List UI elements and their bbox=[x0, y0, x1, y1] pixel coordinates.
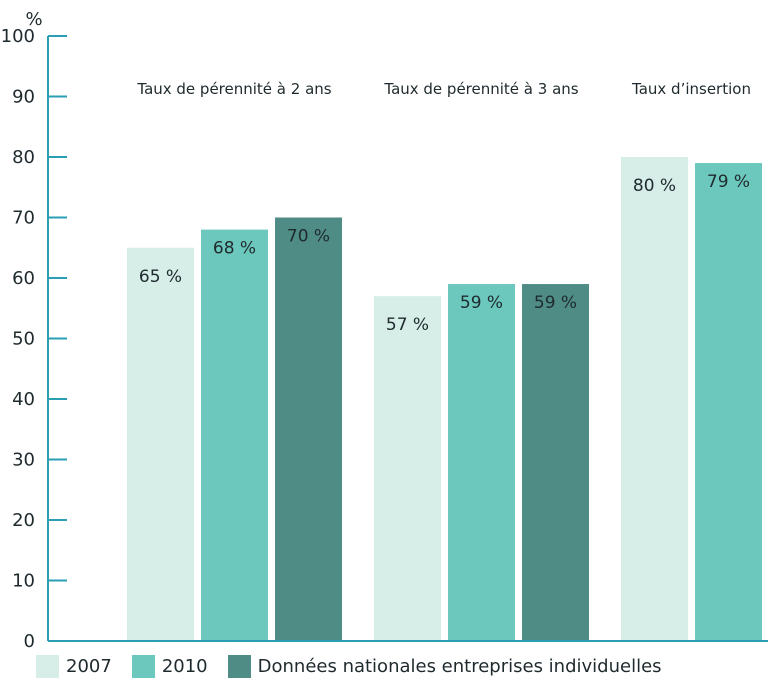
bar-data-label: 68 % bbox=[213, 239, 256, 259]
legend-item: Données nationales entreprises individue… bbox=[227, 655, 662, 678]
bar-chart: Taux de pérennité à 2 ans 65 % 68 % 70 % Tau… bbox=[1, 9, 768, 650]
y-tick-label: 90 bbox=[12, 87, 35, 108]
legend-label: Données nationales entreprises individue… bbox=[257, 656, 662, 677]
bar bbox=[127, 247, 194, 641]
legend-label: 2007 bbox=[66, 656, 112, 677]
y-axis: 0 10 20 30 40 50 60 70 80 90 100 bbox=[1, 26, 768, 650]
y-tick-label: 30 bbox=[12, 450, 35, 471]
bar-data-label: 59 % bbox=[534, 293, 577, 313]
y-tick-label: 0 bbox=[24, 631, 35, 650]
y-tick-label: 60 bbox=[12, 268, 35, 289]
legend-swatch bbox=[36, 655, 59, 678]
bar-data-label: 79 % bbox=[707, 172, 750, 192]
bar-data-label: 70 % bbox=[287, 227, 330, 247]
bar bbox=[448, 284, 515, 641]
category-label: Taux d’insertion bbox=[631, 80, 751, 98]
bar bbox=[522, 284, 589, 641]
bar bbox=[695, 163, 762, 642]
y-tick-label: 80 bbox=[12, 147, 35, 168]
bar-data-label: 65 % bbox=[139, 267, 182, 287]
bar bbox=[374, 296, 441, 641]
y-tick-label: 50 bbox=[12, 329, 35, 350]
bar bbox=[621, 157, 688, 641]
y-tick-label: 40 bbox=[12, 389, 35, 410]
bar-data-label: 59 % bbox=[460, 293, 503, 313]
bar bbox=[275, 217, 342, 641]
category-label: Taux de pérennité à 2 ans bbox=[136, 80, 331, 98]
legend-swatch bbox=[227, 655, 251, 678]
y-tick-label: 20 bbox=[12, 510, 35, 531]
bars-layer: Taux de pérennité à 2 ans 65 % 68 % 70 % Tau… bbox=[127, 80, 762, 642]
category-label: Taux de pérennité à 3 ans bbox=[383, 80, 578, 98]
legend-swatch bbox=[131, 655, 155, 678]
y-tick-label: 10 bbox=[12, 571, 35, 592]
legend-item: 2007 bbox=[36, 655, 112, 678]
y-tick-label: 100 bbox=[1, 26, 35, 47]
legend-item: 2010 bbox=[131, 655, 208, 678]
bar-data-label: 80 % bbox=[633, 176, 676, 196]
legend-label: 2010 bbox=[161, 656, 208, 677]
y-tick-label: 70 bbox=[12, 208, 35, 229]
bar bbox=[201, 229, 268, 641]
y-axis-unit-label: % bbox=[25, 9, 42, 30]
legend: 2007 2010 Données nationales entreprises i… bbox=[36, 655, 682, 678]
bar-data-label: 57 % bbox=[386, 315, 429, 335]
